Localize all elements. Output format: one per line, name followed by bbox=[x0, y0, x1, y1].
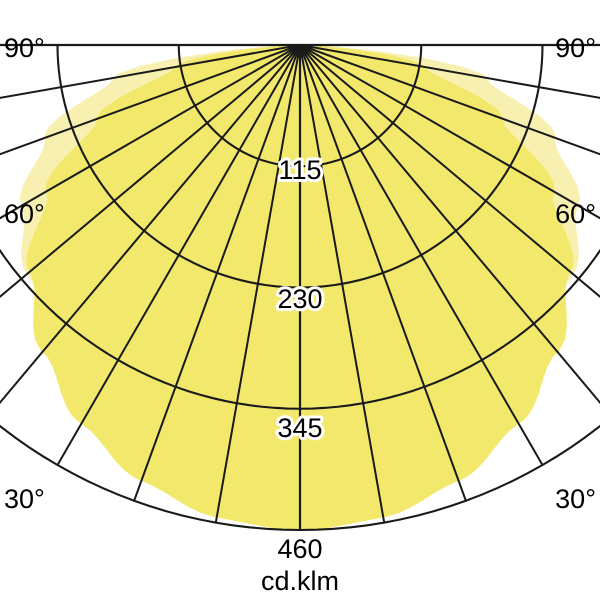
radial-tick-460: 460 bbox=[277, 534, 322, 564]
radial-tick-345-halo: 345 bbox=[277, 413, 322, 443]
grid-ray-l20 bbox=[133, 44, 301, 502]
angle-label-left-60: 60° bbox=[4, 199, 45, 229]
angle-labels: 90° 60° 30° 90° 60° 30° bbox=[4, 33, 596, 514]
radial-tick-345: 345 bbox=[277, 413, 322, 443]
radial-tick-460-halo: 460 bbox=[277, 534, 322, 564]
angle-label-right-30: 30° bbox=[555, 484, 596, 514]
grid-ray-r20 bbox=[299, 44, 467, 502]
grid-ray-r30 bbox=[299, 44, 544, 467]
angle-label-right-60: 60° bbox=[555, 199, 596, 229]
radial-tick-230-group: 230 230 bbox=[274, 281, 325, 317]
angle-label-left-30: 30° bbox=[4, 484, 45, 514]
grid-ray-l80 bbox=[0, 44, 301, 99]
grid-ray-l60 bbox=[0, 44, 301, 220]
unit-label: cd.klm bbox=[261, 566, 339, 596]
grid-ray-l10 bbox=[214, 44, 301, 524]
grid-ray-r80 bbox=[299, 44, 600, 99]
radial-tick-345-group: 345 345 bbox=[274, 410, 325, 446]
grid-ray-l50 bbox=[0, 44, 301, 299]
grid-ray-r70 bbox=[299, 44, 600, 156]
grid-ray-r40 bbox=[299, 44, 600, 405]
radial-tick-230-halo: 230 bbox=[277, 284, 322, 314]
grid-ray-r10 bbox=[299, 44, 386, 524]
grid-ray-r60 bbox=[299, 44, 600, 220]
grid-ray-l70 bbox=[0, 44, 301, 156]
radial-tick-labels: 115 115 230 230 345 345 460 460 bbox=[274, 152, 325, 567]
radial-tick-460-group: 460 460 bbox=[274, 531, 325, 567]
angle-label-right-90: 90° bbox=[555, 33, 596, 63]
radial-tick-115: 115 bbox=[278, 155, 321, 185]
grid-ray-l30 bbox=[56, 44, 301, 467]
radial-tick-115-group: 115 115 bbox=[275, 152, 324, 188]
grid-ray-l40 bbox=[0, 44, 301, 405]
radial-tick-230: 230 bbox=[277, 284, 322, 314]
grid-rays bbox=[0, 43, 600, 532]
angle-label-left-90: 90° bbox=[4, 33, 45, 63]
grid-ray-r50 bbox=[299, 44, 600, 299]
radial-tick-115-halo: 115 bbox=[278, 155, 321, 185]
